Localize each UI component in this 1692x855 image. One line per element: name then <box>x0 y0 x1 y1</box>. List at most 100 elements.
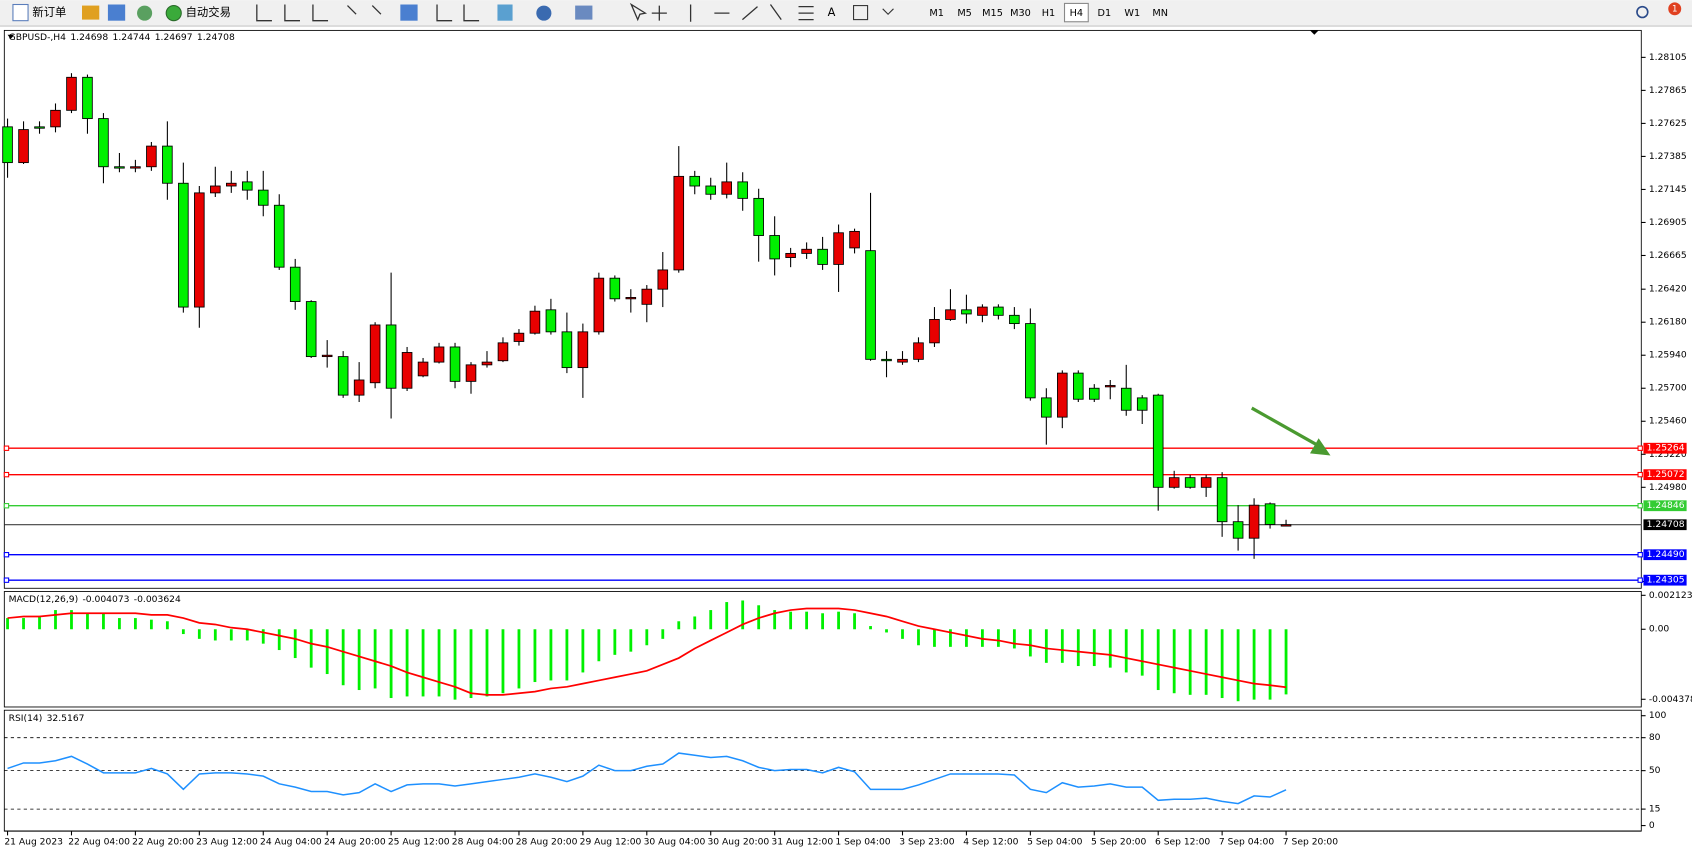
macd-bar <box>213 629 217 641</box>
level-label: 1.25072 <box>1647 469 1685 480</box>
timeframe-button[interactable]: H4 <box>1070 8 1083 19</box>
candle-body <box>194 192 205 308</box>
auto-trading-button[interactable]: 自动交易 <box>165 5 231 22</box>
macd-bar <box>661 629 665 639</box>
y-tick-label: 1.27145 <box>1649 184 1687 195</box>
current-price-label: 1.24708 <box>1647 519 1685 530</box>
candle-body <box>897 358 908 363</box>
icon[interactable] <box>536 5 552 21</box>
candle-body <box>673 175 685 271</box>
candle-body <box>178 182 189 308</box>
macd-bar <box>1268 629 1272 700</box>
macd-bar <box>629 629 633 652</box>
timeframe-button[interactable]: MN <box>1152 8 1168 19</box>
level-handle <box>3 445 10 451</box>
macd-bar <box>22 618 25 630</box>
macd-bar <box>181 629 185 635</box>
macd-bar <box>949 629 952 647</box>
header-value: 1.24708 <box>197 31 235 42</box>
level-label: 1.24305 <box>1647 575 1685 586</box>
indicator-header: GBPUSD-,H4 1.24698 1.24744 1.24697 1.24708 <box>9 31 235 42</box>
level-label-box <box>1643 574 1687 586</box>
candle-body <box>801 248 812 254</box>
candle-body <box>1025 323 1036 399</box>
macd-bar <box>357 629 361 691</box>
macd-bar <box>1028 629 1032 657</box>
level-handle <box>3 471 10 478</box>
candle-body <box>993 306 1004 316</box>
y-tick-label: 0 <box>1649 820 1655 831</box>
text-tool[interactable]: A <box>828 5 836 19</box>
macd-bar <box>197 629 201 639</box>
macd-bar <box>565 629 569 681</box>
timeframe-button[interactable]: M1 <box>929 8 944 19</box>
icon[interactable] <box>853 5 869 21</box>
candle-body <box>417 361 429 377</box>
y-tick-label: 1.25220 <box>1649 449 1687 460</box>
macd-bar <box>165 621 169 630</box>
macd-bar <box>885 629 888 633</box>
x-tick-label: 24 Aug 04:00 <box>260 836 322 847</box>
new-order-button[interactable]: 新订单 <box>12 3 66 22</box>
icon[interactable] <box>400 4 418 21</box>
x-tick-label: 5 Sep 04:00 <box>1027 836 1082 847</box>
active-timeframe <box>1063 2 1089 23</box>
search-icon[interactable] <box>1636 5 1649 19</box>
macd-bar <box>773 610 777 630</box>
macd-bar <box>341 629 345 686</box>
timeframe-button[interactable]: M30 <box>1010 8 1031 19</box>
candle-body <box>881 358 892 362</box>
candle-body <box>1232 521 1244 539</box>
icon[interactable] <box>82 5 100 20</box>
candle-body <box>641 288 653 305</box>
x-tick-label: 7 Sep 20:00 <box>1283 836 1338 847</box>
macd-bar <box>933 629 936 647</box>
candle-body <box>481 361 493 366</box>
y-tick-label: 15 <box>1649 804 1661 815</box>
candle-body <box>849 230 860 249</box>
candle-body <box>226 182 237 187</box>
candle-body <box>130 166 141 169</box>
timeframe-button[interactable]: H1 <box>1042 8 1055 19</box>
macd-bar <box>485 629 489 697</box>
icon[interactable] <box>137 5 153 21</box>
candle-body <box>945 309 956 320</box>
level-label-box <box>1643 500 1687 512</box>
panel-frame <box>3 29 1642 589</box>
macd-bar <box>549 629 553 681</box>
timeframe-button[interactable]: W1 <box>1124 8 1140 19</box>
macd-bar <box>245 629 249 641</box>
arrow-shaft <box>1250 406 1320 448</box>
candle-body <box>401 352 413 389</box>
candle-body <box>1168 477 1180 488</box>
macd-bar <box>437 629 441 697</box>
macd-bar <box>517 629 521 689</box>
candle-body <box>1104 385 1116 388</box>
level-handle <box>1637 471 1643 478</box>
icon[interactable] <box>575 5 593 20</box>
header-value: -0.003624 <box>134 594 181 605</box>
y-tick-label: 1.26420 <box>1649 284 1687 295</box>
level-label: 1.25264 <box>1647 443 1685 454</box>
timeframe-button[interactable]: D1 <box>1098 8 1112 19</box>
icon[interactable] <box>107 4 126 21</box>
macd-bar <box>837 611 840 630</box>
icon[interactable] <box>497 4 513 21</box>
macd-bar <box>917 629 920 646</box>
macd-bar <box>1252 629 1256 700</box>
header-value: RSI(14) <box>9 712 43 723</box>
header-value: -0.004073 <box>82 594 129 605</box>
timeframe-button[interactable]: M5 <box>957 8 972 19</box>
level-handle <box>3 577 10 583</box>
icon[interactable] <box>882 8 894 15</box>
tool-icons[interactable] <box>256 2 814 22</box>
x-tick-label: 5 Sep 20:00 <box>1091 836 1146 847</box>
candle-body <box>305 301 317 358</box>
y-tick-label: 1.24980 <box>1649 482 1687 493</box>
level-handle <box>1637 552 1643 558</box>
timeframe-button[interactable]: M15 <box>982 8 1003 19</box>
candle-body <box>913 342 924 360</box>
candle-body <box>114 166 125 169</box>
header-value: MACD(12,26,9) <box>9 594 79 605</box>
notification-badge[interactable] <box>1668 2 1682 16</box>
